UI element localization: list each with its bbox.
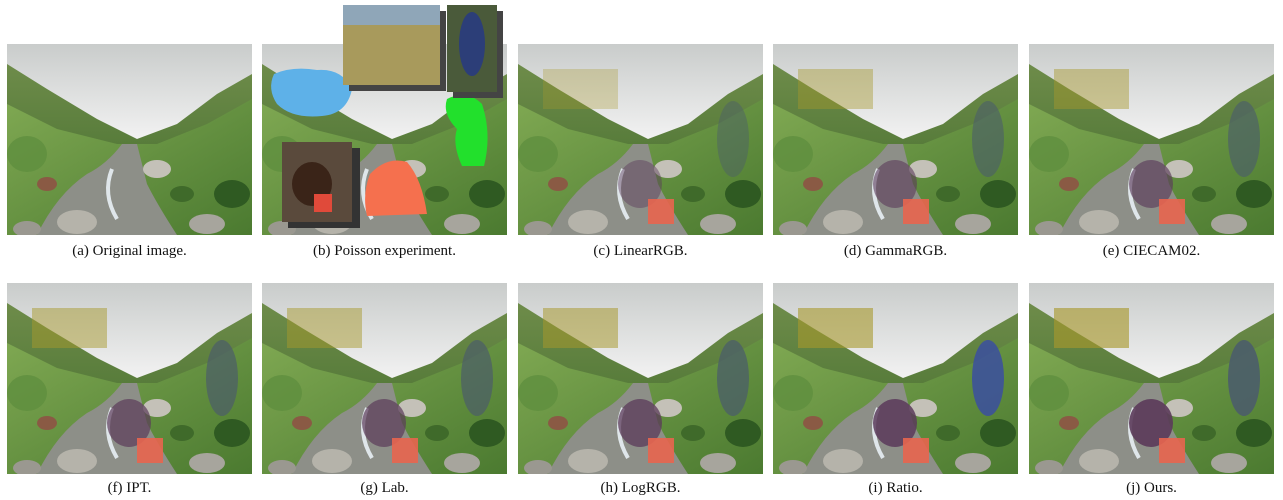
caption: (f) IPT. xyxy=(108,480,152,496)
photo xyxy=(7,44,252,235)
image-panel xyxy=(1029,283,1274,474)
image-panel xyxy=(7,283,252,474)
mask-blue xyxy=(271,68,352,117)
caption: (c) LinearRGB. xyxy=(593,243,687,259)
bucket xyxy=(903,199,929,224)
caption: (j) Ours. xyxy=(1126,480,1177,496)
mask-orange xyxy=(365,160,427,216)
caption: (a) Original image. xyxy=(72,243,187,259)
parrot xyxy=(972,340,1004,416)
bucket xyxy=(648,438,674,463)
terraces xyxy=(1054,308,1129,348)
image-panel xyxy=(262,5,507,235)
caption: (b) Poisson experiment. xyxy=(313,243,456,259)
image-panel xyxy=(518,44,763,235)
mask-green xyxy=(445,95,488,166)
terraces xyxy=(32,308,107,348)
monkey xyxy=(107,399,151,447)
parrot xyxy=(459,12,485,76)
parrot xyxy=(717,340,749,416)
terraces xyxy=(543,308,618,348)
caption: (h) LogRGB. xyxy=(601,480,681,496)
image-panel xyxy=(773,283,1018,474)
terraces xyxy=(543,69,618,109)
parrot xyxy=(206,340,238,416)
caption: (g) Lab. xyxy=(360,480,408,496)
monkey xyxy=(362,399,406,447)
bucket xyxy=(648,199,674,224)
terraces xyxy=(287,308,362,348)
caption: (i) Ratio. xyxy=(868,480,922,496)
parrot xyxy=(972,101,1004,177)
monkey xyxy=(618,399,662,447)
inset-sky xyxy=(343,5,440,25)
image-panel xyxy=(262,283,507,474)
bucket xyxy=(1159,438,1185,463)
bucket xyxy=(1159,199,1185,224)
image-panel xyxy=(1029,44,1274,235)
caption: (d) GammaRGB. xyxy=(844,243,947,259)
monkey xyxy=(618,160,662,208)
monkey xyxy=(873,399,917,447)
image-panel xyxy=(7,44,252,235)
bucket xyxy=(137,438,163,463)
parrot xyxy=(461,340,493,416)
terraces xyxy=(1054,69,1129,109)
monkey xyxy=(1129,160,1173,208)
parrot xyxy=(1228,340,1260,416)
bucket xyxy=(314,194,332,212)
terraces xyxy=(798,69,873,109)
bucket xyxy=(392,438,418,463)
image-panel xyxy=(773,44,1018,235)
parrot xyxy=(1228,101,1260,177)
monkey xyxy=(873,160,917,208)
bucket xyxy=(903,438,929,463)
monkey xyxy=(1129,399,1173,447)
parrot xyxy=(717,101,749,177)
terraces xyxy=(798,308,873,348)
image-panel xyxy=(518,283,763,474)
caption: (e) CIECAM02. xyxy=(1103,243,1201,259)
